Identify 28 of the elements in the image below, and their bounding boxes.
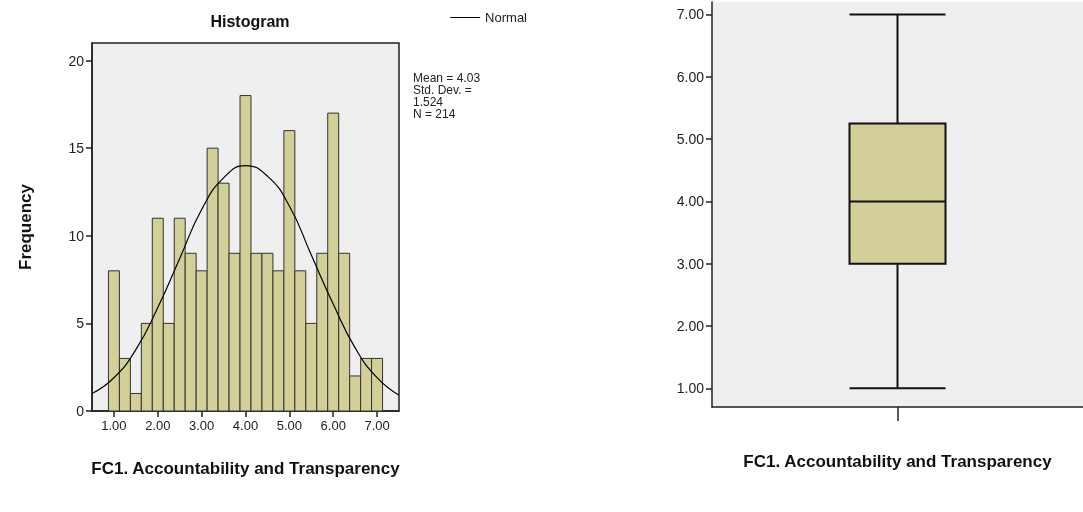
x-axis-title: FC1. Accountability and Transparency <box>91 458 401 478</box>
x-tick-label: 2.00 <box>145 418 171 433</box>
text: Mean = 4.03 <box>413 71 481 85</box>
y-tick-label: 5 <box>76 315 85 332</box>
y-tick-label: 20 <box>68 52 85 69</box>
x-tick-label: 1.00 <box>101 418 127 433</box>
y-tick-label: 6.00 <box>676 68 705 85</box>
y-tick-label: 2.00 <box>676 318 705 334</box>
text: N = 214 <box>413 107 456 121</box>
y-tick-label: 3.00 <box>676 255 705 272</box>
x-tick-label: 4.00 <box>232 418 259 433</box>
y-tick-label: 10 <box>68 227 85 244</box>
x-axis-title: FC1. Accountability and Transparency <box>743 451 1053 471</box>
line-series <box>91 165 400 396</box>
x-tick-label: 5.00 <box>276 418 303 433</box>
y-tick-label: 5.00 <box>676 131 705 148</box>
chart-title: Histogram <box>210 12 290 30</box>
x-tick-label: 3.00 <box>188 418 215 433</box>
y-tick-label: 0 <box>76 403 85 419</box>
legend-label: Normal <box>485 10 528 25</box>
y-tick-label: 4.00 <box>676 193 705 210</box>
y-axis-title: Frequency <box>16 183 35 270</box>
y-tick-label: 1.00 <box>676 380 705 397</box>
text: Std. Dev. = 1.524 <box>413 83 472 109</box>
x-tick-label: 7.00 <box>364 418 390 433</box>
x-tick-label: 6.00 <box>320 418 346 433</box>
y-tick-label: 7.00 <box>676 6 705 23</box>
y-tick-label: 15 <box>68 140 85 157</box>
